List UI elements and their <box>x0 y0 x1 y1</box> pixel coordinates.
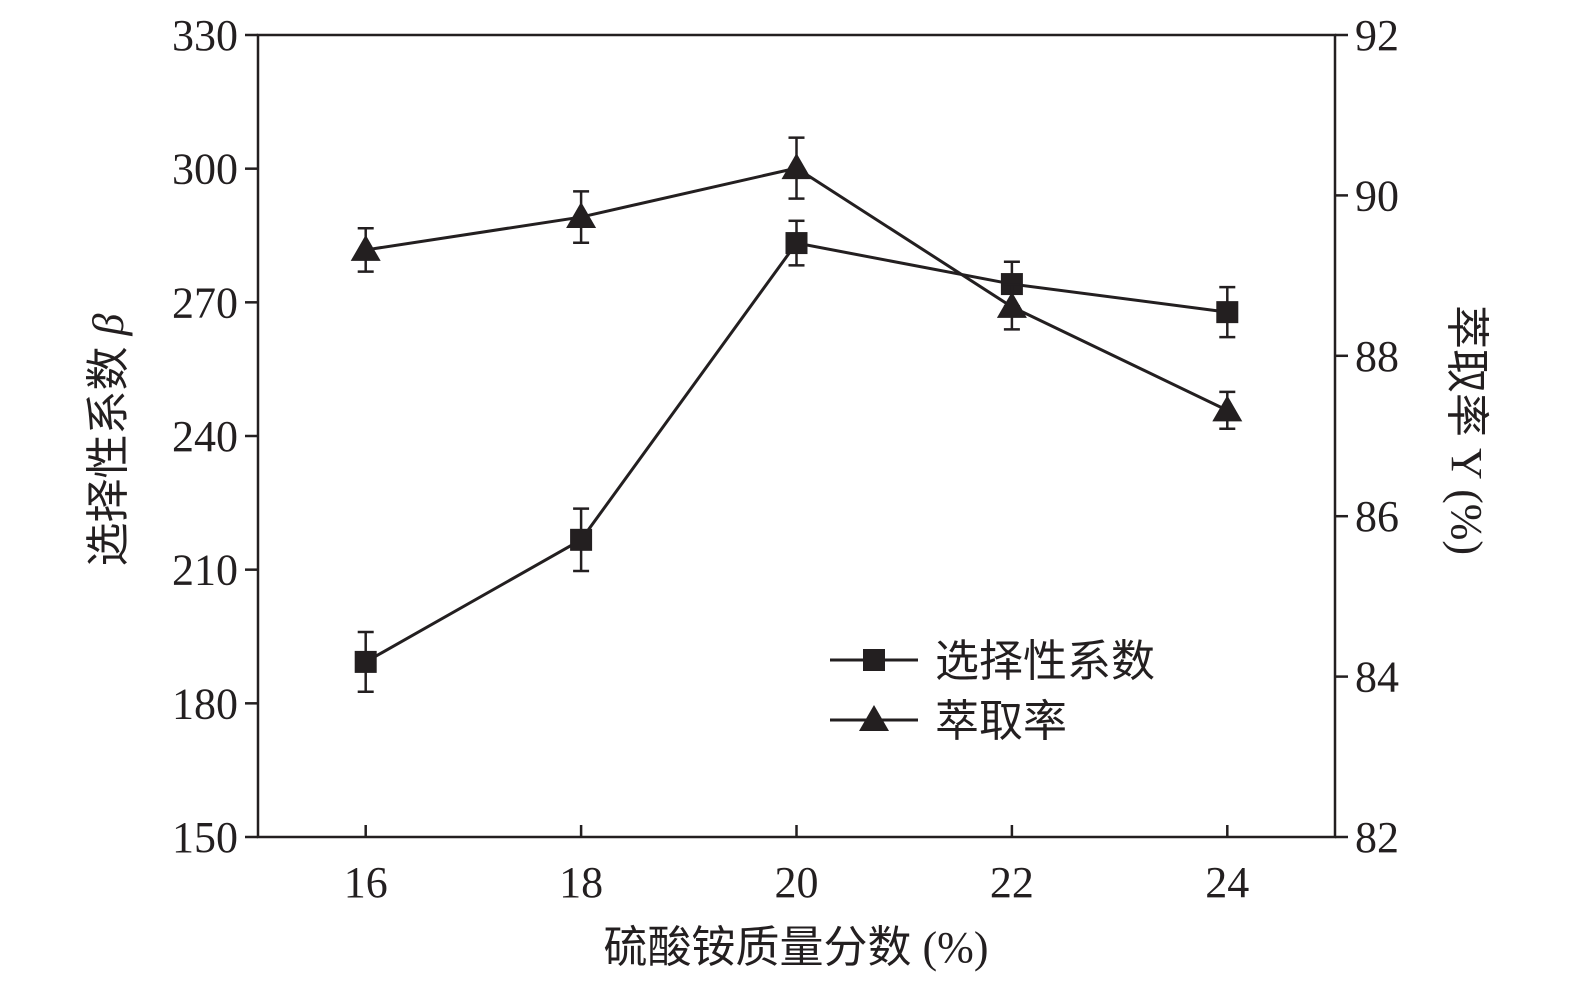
x-tick-label: 18 <box>559 858 603 907</box>
x-tick-label: 24 <box>1205 858 1249 907</box>
y-axis-left-label-symbol: β <box>84 313 133 336</box>
y-left-tick-label: 150 <box>172 813 238 862</box>
y-left-tick-label: 210 <box>172 546 238 595</box>
y-right-tick-label: 90 <box>1355 171 1399 220</box>
x-axis-label: 硫酸铵质量分数 (%) <box>604 923 989 972</box>
y-axis-left-label: 选择性系数 β <box>84 313 133 566</box>
y-right-tick-label: 84 <box>1355 653 1399 702</box>
x-tick-label: 16 <box>344 858 388 907</box>
y-right-tick-label: 82 <box>1355 813 1399 862</box>
legend-marker-triangle <box>859 705 889 731</box>
y-left-tick-label: 330 <box>172 11 238 60</box>
legend-label-selectivity: 选择性系数 <box>935 637 1155 686</box>
x-tick-label: 20 <box>775 858 819 907</box>
series-line-square <box>364 241 1228 664</box>
y-left-tick-label: 180 <box>172 679 238 728</box>
y-right-tick-label: 86 <box>1355 492 1399 541</box>
legend-marker-square <box>863 649 885 671</box>
y-right-tick-label: 88 <box>1355 332 1399 381</box>
series-line-triangle <box>365 166 1228 412</box>
y-axis-left-label-text: 选择性系数 <box>84 346 133 566</box>
y-right-tick-label: 92 <box>1355 11 1399 60</box>
data-point-square <box>1216 301 1239 324</box>
y-left-tick-label: 300 <box>172 145 238 194</box>
data-point-triangle <box>1212 395 1243 422</box>
data-point-triangle <box>566 202 597 229</box>
y-axis-right-label: 萃取率 Y (%) <box>1442 305 1491 555</box>
data-point-square <box>785 232 808 255</box>
data-point-square <box>354 650 377 673</box>
legend: 选择性系数 萃取率 <box>830 637 1155 746</box>
data-point-triangle <box>996 291 1027 318</box>
data-point-triangle <box>781 153 812 180</box>
data-point-square <box>570 528 593 551</box>
x-tick-label: 22 <box>990 858 1034 907</box>
y-left-tick-label: 270 <box>172 278 238 327</box>
data-point-triangle <box>350 234 381 261</box>
y-left-tick-label: 240 <box>172 412 238 461</box>
legend-label-extraction: 萃取率 <box>935 697 1067 746</box>
